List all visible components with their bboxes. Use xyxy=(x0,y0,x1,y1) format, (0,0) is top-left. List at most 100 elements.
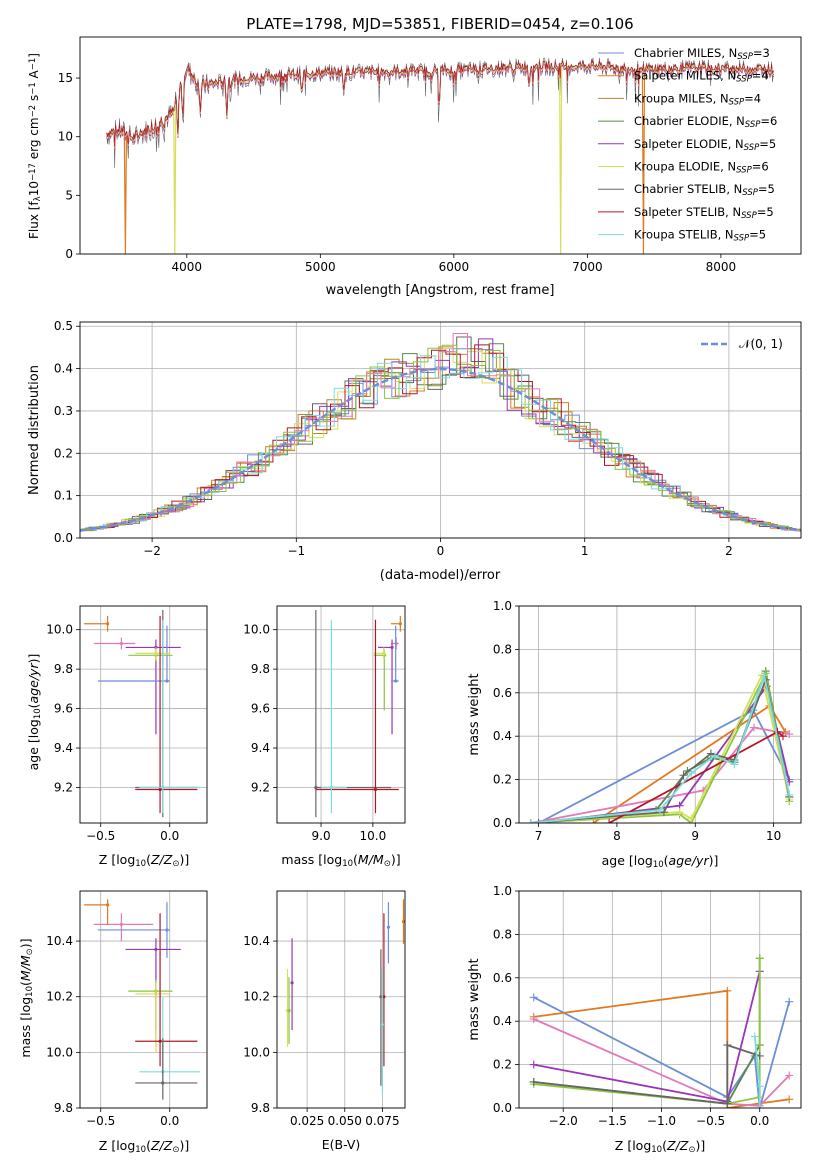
y-tick-label: 0.8 xyxy=(493,927,512,941)
weight-series-line xyxy=(533,1043,760,1105)
weight-marker xyxy=(605,819,614,823)
data-point xyxy=(373,787,378,792)
plot-area xyxy=(526,667,794,823)
y-tick-label: 9.8 xyxy=(54,662,73,676)
legend-label: Chabrier ELODIE, NSSP=6 xyxy=(634,114,777,130)
legend-label: Kroupa ELODIE, NSSP=6 xyxy=(634,160,769,176)
weight-marker xyxy=(755,954,764,963)
y-tick-label: 0.8 xyxy=(493,642,512,656)
data-point xyxy=(158,1039,162,1043)
plot-area xyxy=(106,57,775,254)
x-tick-label: 8000 xyxy=(706,260,737,274)
y-tick-label: 10.2 xyxy=(243,990,270,1004)
spectrum-dropout xyxy=(123,134,128,254)
chart-mass_vs_Z: −0.5 0.0 9.8 10.0 10.2 10.4 mass [log10(M/M⊙)]… xyxy=(18,890,208,1155)
y-tick-label: 0 xyxy=(65,247,73,261)
data-point xyxy=(394,679,398,683)
data-point xyxy=(165,679,169,683)
spectrum-dropout xyxy=(641,69,646,254)
weight-marker xyxy=(750,723,758,732)
y-tick-label: 9.6 xyxy=(251,702,270,716)
plot-area xyxy=(84,899,201,1100)
weight-series-line xyxy=(530,676,791,823)
data-point xyxy=(401,920,405,924)
y-tick-label: 0.0 xyxy=(54,531,73,545)
x-tick-label: −0.5 xyxy=(86,1114,115,1128)
x-tick-label: −0.5 xyxy=(696,1114,725,1128)
y-tick-label: 9.2 xyxy=(251,780,270,794)
y-tick-label: 10.4 xyxy=(46,934,73,948)
legend-label: Salpeter STELIB, NSSP=5 xyxy=(634,205,774,221)
y-tick-label: 15 xyxy=(58,71,73,85)
x-tick-label: 0 xyxy=(437,544,445,558)
y-tick-label: 5 xyxy=(65,188,73,202)
weight-series-line xyxy=(533,1018,790,1107)
weight-marker xyxy=(785,730,794,739)
plot-frame xyxy=(79,605,208,824)
y-tick-label: 1.0 xyxy=(493,884,512,898)
x-tick-label: 4000 xyxy=(172,260,203,274)
x-tick-label: 7000 xyxy=(572,260,603,274)
x-axis-label: wavelength [Angstrom, rest frame] xyxy=(326,283,555,298)
data-point xyxy=(119,922,124,926)
x-tick-label: −2 xyxy=(143,544,161,558)
weight-marker xyxy=(679,771,688,780)
weight-marker xyxy=(687,769,696,778)
y-tick-label: 0.4 xyxy=(493,729,512,743)
x-axis-label: mass [log10(M/M⊙)] xyxy=(281,852,400,869)
plot-area xyxy=(529,954,794,1108)
y-tick-label: 10.0 xyxy=(243,1045,270,1059)
spectrum-series-line xyxy=(106,59,775,147)
weight-series-line xyxy=(533,958,761,1105)
x-tick-label: 0.025 xyxy=(290,1114,324,1128)
weight-marker xyxy=(755,1104,764,1108)
legend-label: Salpeter ELODIE, NSSP=5 xyxy=(634,137,776,153)
x-tick-label: 1 xyxy=(581,544,589,558)
plot-area xyxy=(285,899,405,1095)
x-tick-label: 0.0 xyxy=(160,1114,179,1128)
data-point xyxy=(398,622,402,626)
weight-series-line xyxy=(530,672,791,823)
data-point xyxy=(158,787,162,792)
weight-series-line xyxy=(530,670,791,823)
plot-area xyxy=(80,333,801,532)
y-axis-label: mass weight xyxy=(467,958,482,1040)
plot-frame xyxy=(518,605,802,824)
y-axis-label: mass [log10(M/M⊙)] xyxy=(18,938,35,1057)
legend-label: 𝒩(0, 1) xyxy=(739,337,783,351)
x-axis-label: (data-model)/error xyxy=(380,568,501,583)
plot-frame xyxy=(79,36,802,255)
x-tick-label: 10 xyxy=(766,829,781,843)
x-tick-label: 10.0 xyxy=(360,829,387,843)
plot-frame xyxy=(276,890,406,1109)
x-axis-label: Z [log10(Z/Z⊙)] xyxy=(615,1138,705,1155)
chart-age_vs_mass: 9.0 10.0 9.2 9.4 9.6 9.8 10.0 mass [log10(M/M⊙)… xyxy=(243,605,406,869)
x-tick-label: 2 xyxy=(725,544,733,558)
y-tick-label: 10.0 xyxy=(46,1045,73,1059)
legend-label: Salpeter MILES, NSSP=4 xyxy=(634,69,769,85)
weight-marker xyxy=(529,1060,538,1069)
chart-massweight_vs_age: 7 8 9 10 0.0 0.2 0.4 0.6 0.8 1.0 mass weight age [l… xyxy=(467,599,802,870)
x-tick-label: −1 xyxy=(287,544,305,558)
y-tick-label: 10.2 xyxy=(46,990,73,1004)
x-tick-label: 0.0 xyxy=(750,1114,769,1128)
y-tick-label: 0.6 xyxy=(493,686,512,700)
x-tick-label: 9.0 xyxy=(312,829,331,843)
weight-marker xyxy=(529,1077,538,1086)
plot-frame xyxy=(518,890,802,1109)
weight-marker xyxy=(778,732,787,741)
weight-marker xyxy=(723,1099,732,1108)
x-axis-label: E(B-V) xyxy=(322,1137,361,1152)
y-tick-label: 0.1 xyxy=(54,489,73,503)
data-point xyxy=(154,651,158,655)
data-point xyxy=(106,622,110,626)
weight-marker xyxy=(730,760,739,769)
spectrum-dropout xyxy=(558,66,563,254)
x-tick-label: 0.050 xyxy=(328,1114,362,1128)
weight-marker xyxy=(710,751,719,760)
x-tick-label: −1.5 xyxy=(598,1114,627,1128)
plot-area xyxy=(84,609,201,818)
plot-frame xyxy=(79,890,208,1109)
x-tick-label: 8 xyxy=(613,829,621,843)
